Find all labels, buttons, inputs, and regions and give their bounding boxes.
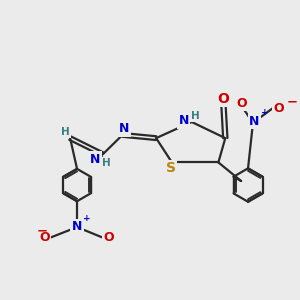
Text: +: + <box>261 108 269 117</box>
Text: O: O <box>236 97 247 110</box>
Text: N: N <box>249 115 260 128</box>
Text: N: N <box>90 153 101 166</box>
Text: N: N <box>72 220 82 233</box>
Text: H: H <box>102 158 110 168</box>
Text: O: O <box>218 92 229 106</box>
Text: N: N <box>178 114 189 127</box>
Text: H: H <box>61 127 70 137</box>
Text: S: S <box>166 161 176 175</box>
Text: +: + <box>83 214 91 223</box>
Text: O: O <box>39 231 50 244</box>
Text: −: − <box>36 224 47 237</box>
Text: −: − <box>286 95 297 109</box>
Text: H: H <box>190 111 199 121</box>
Text: N: N <box>119 122 129 136</box>
Text: O: O <box>273 102 284 115</box>
Text: O: O <box>103 231 114 244</box>
